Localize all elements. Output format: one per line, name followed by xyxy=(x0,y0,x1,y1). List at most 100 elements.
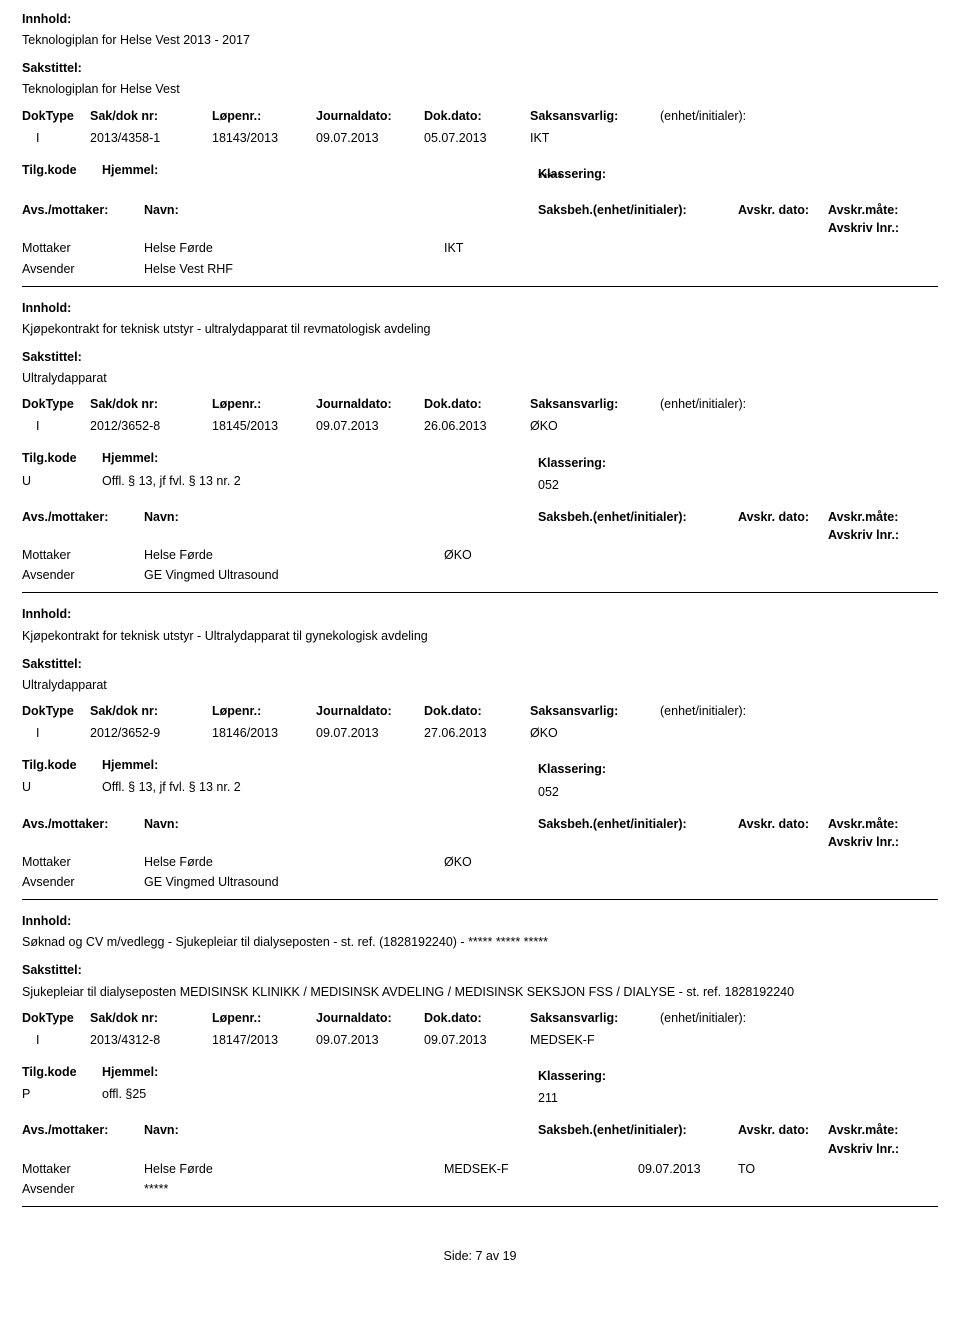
party-saksbeh xyxy=(444,566,538,584)
avskrmate-label: Avskr.måte: Avskriv lnr.: xyxy=(828,508,918,544)
sakstittel-value: Teknologiplan for Helse Vest xyxy=(22,80,938,98)
journaldato-label: Journaldato: xyxy=(316,702,424,720)
doktype-label: DokType xyxy=(22,1009,90,1027)
journaldato-value: 09.07.2013 xyxy=(316,129,424,147)
party-role: Avsender xyxy=(22,873,144,891)
dokdato-label: Dok.dato: xyxy=(424,702,530,720)
innhold-label: Innhold: xyxy=(22,299,938,317)
party-row: Avsender Helse Vest RHF xyxy=(22,260,938,278)
enhet-label: (enhet/initialer): xyxy=(660,702,850,720)
enhet-label: (enhet/initialer): xyxy=(660,107,850,125)
party-avskrdato xyxy=(638,853,738,871)
party-avskrivlnr xyxy=(828,853,918,871)
sakstittel-label: Sakstittel: xyxy=(22,655,938,673)
party-avskrmate xyxy=(738,1180,828,1198)
page-footer: Side: 7 av 19 xyxy=(22,1247,938,1265)
sakdok-value: 2013/4358-1 xyxy=(90,129,212,147)
avskrmate-label: Avskr.måte: Avskriv lnr.: xyxy=(828,1121,918,1157)
party-row: Mottaker Helse Førde ØKO xyxy=(22,853,938,871)
sakstittel-label: Sakstittel: xyxy=(22,961,938,979)
avskrmate-label: Avskr.måte: Avskriv lnr.: xyxy=(828,815,918,851)
party-role: Mottaker xyxy=(22,546,144,564)
saksansvarlig-label: Saksansvarlig: xyxy=(530,107,660,125)
dokdato-value: 26.06.2013 xyxy=(424,417,530,435)
navn-label: Navn: xyxy=(144,815,538,851)
sakstittel-label: Sakstittel: xyxy=(22,348,938,366)
party-saksbeh xyxy=(444,260,538,278)
dokdato-value: 27.06.2013 xyxy=(424,724,530,742)
separator-line xyxy=(22,592,938,593)
avskrdato-label: Avskr. dato: xyxy=(738,201,828,237)
innhold-value: Teknologiplan for Helse Vest 2013 - 2017 xyxy=(22,31,938,49)
party-row: Avsender GE Vingmed Ultrasound xyxy=(22,873,938,891)
party-avskrivlnr xyxy=(828,566,918,584)
dokdato-value: 09.07.2013 xyxy=(424,1031,530,1049)
avskrdato-label: Avskr. dato: xyxy=(738,508,828,544)
lopenr-label: Løpenr.: xyxy=(212,395,316,413)
lopenr-value: 18146/2013 xyxy=(212,724,316,742)
journal-entry: Innhold: Kjøpekontrakt for teknisk utsty… xyxy=(22,605,938,900)
separator-line xyxy=(22,286,938,287)
saksansvarlig-label: Saksansvarlig: xyxy=(530,702,660,720)
sakdok-value: 2012/3652-8 xyxy=(90,417,212,435)
party-row: Mottaker Helse Førde IKT xyxy=(22,239,938,257)
party-avskrdato xyxy=(638,546,738,564)
doktype-label: DokType xyxy=(22,702,90,720)
innhold-value: Søknad og CV m/vedlegg - Sjukepleiar til… xyxy=(22,933,938,951)
sakstittel-value: Ultralydapparat xyxy=(22,369,938,387)
separator-line xyxy=(22,899,938,900)
journaldato-value: 09.07.2013 xyxy=(316,417,424,435)
saksansvarlig-value: ØKO xyxy=(530,417,660,435)
sakstittel-value: Ultralydapparat xyxy=(22,676,938,694)
lopenr-label: Løpenr.: xyxy=(212,702,316,720)
party-avskrdato xyxy=(638,260,738,278)
journaldato-label: Journaldato: xyxy=(316,1009,424,1027)
party-avskrivlnr xyxy=(828,546,918,564)
klassering-value: 052 xyxy=(538,783,838,801)
party-role: Avsender xyxy=(22,1180,144,1198)
party-name: Helse Førde xyxy=(144,546,444,564)
party-role: Mottaker xyxy=(22,853,144,871)
enhet-label: (enhet/initialer): xyxy=(660,395,850,413)
lopenr-value: 18143/2013 xyxy=(212,129,316,147)
sakstittel-label: Sakstittel: xyxy=(22,59,938,77)
party-avskrmate: TO xyxy=(738,1160,828,1178)
party-avskrdato xyxy=(638,873,738,891)
avsmottaker-label: Avs./mottaker: xyxy=(22,201,144,237)
sakdok-value: 2013/4312-8 xyxy=(90,1031,212,1049)
doktype-value: I xyxy=(22,417,90,435)
journal-entry: Innhold: Teknologiplan for Helse Vest 20… xyxy=(22,10,938,287)
party-name: Helse Førde xyxy=(144,1160,444,1178)
party-avskrivlnr xyxy=(828,260,918,278)
klassering-value: 052 xyxy=(538,476,838,494)
innhold-value: Kjøpekontrakt for teknisk utstyr - ultra… xyxy=(22,320,938,338)
party-row: Avsender GE Vingmed Ultrasound xyxy=(22,566,938,584)
party-name: ***** xyxy=(144,1180,444,1198)
party-saksbeh: ØKO xyxy=(444,546,538,564)
saksbeh-label: Saksbeh.(enhet/initialer): xyxy=(538,815,738,851)
party-avskrivlnr xyxy=(828,1180,918,1198)
party-name: Helse Førde xyxy=(144,239,444,257)
party-avskrivlnr xyxy=(828,239,918,257)
navn-label: Navn: xyxy=(144,1121,538,1157)
innhold-label: Innhold: xyxy=(22,912,938,930)
party-avskrdato xyxy=(638,239,738,257)
party-avskrmate xyxy=(738,546,828,564)
party-role: Avsender xyxy=(22,566,144,584)
saksbeh-label: Saksbeh.(enhet/initialer): xyxy=(538,1121,738,1157)
journaldato-value: 09.07.2013 xyxy=(316,1031,424,1049)
doktype-label: DokType xyxy=(22,107,90,125)
saksansvarlig-value: ØKO xyxy=(530,724,660,742)
avskrmate-label: Avskr.måte: Avskriv lnr.: xyxy=(828,201,918,237)
saksbeh-label: Saksbeh.(enhet/initialer): xyxy=(538,508,738,544)
avsmottaker-label: Avs./mottaker: xyxy=(22,815,144,851)
party-role: Mottaker xyxy=(22,1160,144,1178)
klassering-value: ***** xyxy=(538,169,838,187)
saksansvarlig-value: IKT xyxy=(530,129,660,147)
party-avskrmate xyxy=(738,853,828,871)
party-row: Mottaker Helse Førde MEDSEK-F 09.07.2013… xyxy=(22,1160,938,1178)
avskrdato-label: Avskr. dato: xyxy=(738,1121,828,1157)
separator-line xyxy=(22,1206,938,1207)
party-saksbeh xyxy=(444,1180,538,1198)
dokdato-value: 05.07.2013 xyxy=(424,129,530,147)
